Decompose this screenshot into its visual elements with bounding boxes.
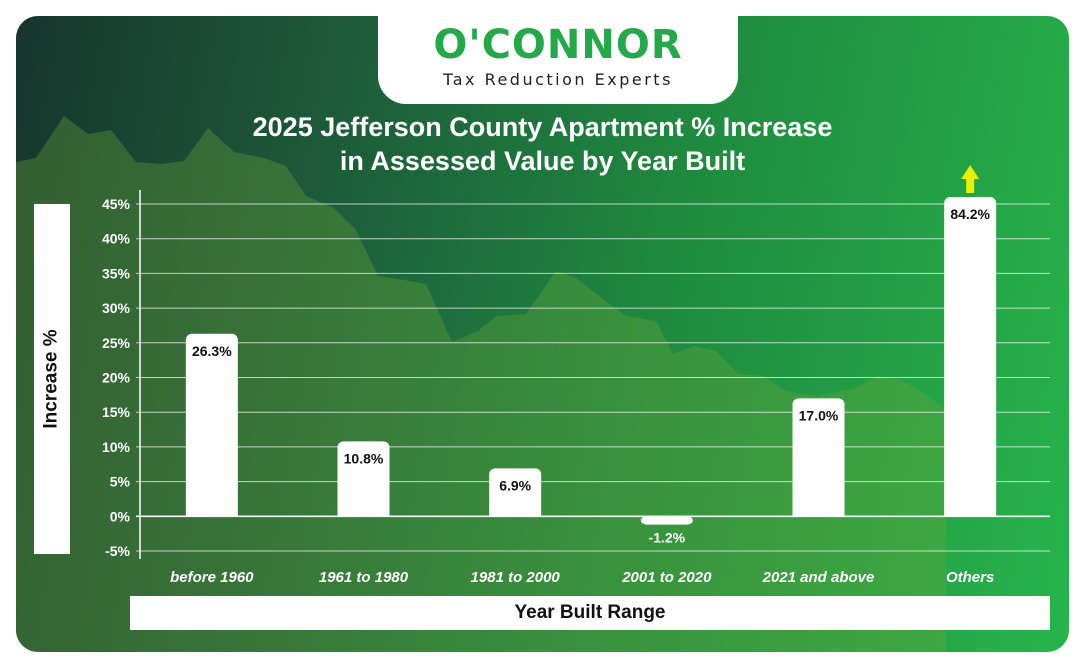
chart-title-line-2: in Assessed Value by Year Built	[339, 146, 746, 176]
chart-title: 2025 Jefferson County Apartment % Increa…	[16, 110, 1069, 178]
bar-base	[792, 510, 845, 517]
overflow-arrow-icon	[961, 165, 980, 194]
y-tick-label: 0%	[110, 508, 131, 524]
bar-base	[944, 510, 997, 517]
data-label: 84.2%	[950, 206, 990, 222]
y-tick-label: 45%	[102, 196, 131, 212]
y-tick-label: 25%	[102, 335, 131, 351]
x-tick-label: 1981 to 2000	[471, 569, 561, 586]
bar	[337, 441, 390, 517]
bar-chart: 45% 40% 35% 30% 25% 20% 15% 10% 5% 0% -5% 26.3% befo…	[102, 165, 1050, 586]
y-tick-label: 30%	[102, 300, 131, 316]
background-mountain-shape	[16, 116, 946, 652]
x-tick-label: 2021 and above	[762, 569, 875, 586]
y-tick-label: 15%	[102, 404, 131, 420]
bar	[489, 468, 542, 517]
data-label: 17.0%	[799, 407, 839, 423]
bar-base	[489, 510, 542, 517]
brand-logo: O'CONNOR	[433, 22, 683, 68]
data-label: -1.2%	[649, 530, 686, 546]
x-axis-label: Year Built Range	[130, 596, 1050, 630]
data-label: 6.9%	[499, 477, 531, 493]
y-tick-label: 40%	[102, 231, 131, 247]
chart-card: O'CONNOR Tax Reduction Experts 2025 Jeff…	[16, 16, 1069, 652]
bar	[944, 197, 997, 517]
chart-title-line-1: 2025 Jefferson County Apartment % Increa…	[252, 112, 833, 142]
data-label: 10.8%	[344, 450, 384, 466]
x-tick-label: 1961 to 1980	[319, 569, 409, 586]
y-tick-label: -5%	[105, 543, 130, 559]
y-tick-label: 35%	[102, 265, 131, 281]
y-tick-label: 10%	[102, 439, 131, 455]
logo-tab: O'CONNOR Tax Reduction Experts	[378, 16, 738, 104]
bar	[640, 516, 693, 525]
bar-base	[337, 510, 390, 517]
y-tick-label: 5%	[110, 474, 131, 490]
x-tick-label: before 1960	[170, 569, 254, 586]
y-tick-label: 20%	[102, 370, 131, 386]
bar	[185, 333, 238, 517]
x-tick-label: 2001 to 2020	[621, 569, 712, 586]
bar-base	[185, 510, 238, 517]
data-label: 26.3%	[192, 343, 232, 359]
brand-tagline: Tax Reduction Experts	[443, 70, 673, 89]
y-axis-label-box	[34, 204, 70, 554]
bar	[792, 398, 845, 517]
x-tick-label: Others	[946, 569, 994, 586]
